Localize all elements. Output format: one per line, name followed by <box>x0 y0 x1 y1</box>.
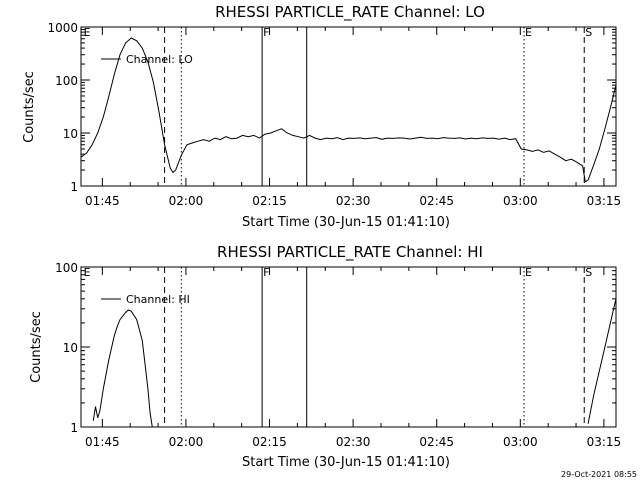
lo-event-marker-label: E <box>84 26 91 39</box>
lo-x-tick-label: 02:15 <box>252 194 287 208</box>
lo-x-tick-label: 01:45 <box>85 194 120 208</box>
hi-series-line-0 <box>92 309 153 428</box>
lo-legend-label: Channel: LO <box>126 53 193 66</box>
lo-series <box>80 37 617 183</box>
lo-ticks: 1 10 100 1000 01:45 02:00 02:15 02:30 02:45 03:00… <box>47 21 621 208</box>
lo-event-marker-label: S <box>585 26 592 39</box>
hi-x-tick-label: 02:30 <box>336 435 371 449</box>
hi-y-axis-label: Counts/sec <box>29 311 44 383</box>
lo-legend: Channel: LO <box>101 53 193 66</box>
hi-plot-frame <box>80 266 617 428</box>
hi-x-tick-label: 02:00 <box>169 435 204 449</box>
lo-x-tick-label: 03:00 <box>503 194 538 208</box>
lo-x-tick-label: 02:30 <box>336 194 371 208</box>
lo-x-tick-label: 03:15 <box>587 194 622 208</box>
hi-x-tick-label: 02:45 <box>419 435 454 449</box>
hi-y-tick-label: 1 <box>70 421 78 435</box>
hi-event-marker-label: F <box>263 266 269 279</box>
lo-y-tick-label: 10 <box>63 127 78 141</box>
lo-plot-frame <box>80 26 617 187</box>
hi-ticks: 1 10 100 01:45 02:00 02:15 02:30 02:45 03:00 03:1… <box>55 261 621 449</box>
hi-x-tick-label: 01:45 <box>85 435 120 449</box>
hi-legend-label: Channel: HI <box>126 293 190 306</box>
hi-x-tick-label: 02:15 <box>252 435 287 449</box>
hi-series-line-1 <box>587 298 617 424</box>
hi-y-tick-label: 100 <box>55 261 78 275</box>
lo-y-tick-label: 1 <box>70 180 78 194</box>
hi-channel-panel: RHESSI PARTICLE_RATE Channel: HI 1 10 100 0… <box>29 243 621 470</box>
hi-event-marker-label: E <box>84 266 91 279</box>
lo-y-axis-label: Counts/sec <box>22 71 37 143</box>
lo-x-axis-label: Start Time (30-Jun-15 01:41:10) <box>242 215 450 230</box>
lo-channel-panel: RHESSI PARTICLE_RATE Channel: LO 1101001… <box>22 3 621 230</box>
footer-timestamp: 29-Oct-2021 08:55 <box>561 470 637 479</box>
lo-x-tick-label: 02:45 <box>419 194 454 208</box>
lo-event-marker-label: E <box>525 26 532 39</box>
lo-series-line-0 <box>80 37 617 183</box>
hi-x-tick-label: 03:15 <box>587 435 622 449</box>
lo-chart-title: RHESSI PARTICLE_RATE Channel: LO <box>215 3 485 22</box>
lo-event-marker-label: F <box>263 26 269 39</box>
hi-x-tick-label: 03:00 <box>503 435 538 449</box>
lo-y-tick-label: 1000 <box>47 21 78 35</box>
hi-chart-title: RHESSI PARTICLE_RATE Channel: HI <box>217 243 483 262</box>
hi-legend: Channel: HI <box>101 293 190 306</box>
lo-x-tick-label: 02:00 <box>169 194 204 208</box>
hi-x-axis-label: Start Time (30-Jun-15 01:41:10) <box>242 455 450 470</box>
hi-series <box>92 298 617 428</box>
hi-event-marker-label: S <box>585 266 592 279</box>
hi-y-tick-label: 10 <box>63 341 78 355</box>
lo-y-tick-label: 100 <box>55 74 78 88</box>
hi-event-marker-label: E <box>525 266 532 279</box>
